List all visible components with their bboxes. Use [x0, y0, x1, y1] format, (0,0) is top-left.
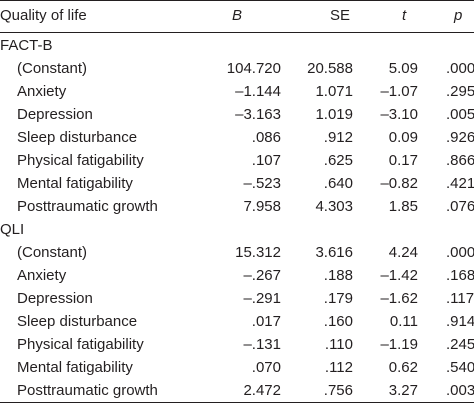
row-label: Physical fatigability — [17, 336, 144, 353]
table-top-rule — [0, 0, 474, 1]
table-row: Sleep disturbance .017 .160 0.11 .914 — [0, 311, 474, 333]
cell-se: .625 — [323, 152, 353, 169]
cell-t: 0.11 — [389, 313, 418, 330]
cell-b: 104.720 — [226, 60, 281, 77]
table-row: Sleep disturbance .086 .912 0.09 .926 — [0, 127, 474, 149]
table-row: Anxiety –1.144 1.071 –1.07 .295 — [0, 81, 474, 103]
cell-b: .017 — [251, 313, 281, 330]
row-label: Depression — [17, 290, 93, 307]
row-label: Sleep disturbance — [17, 313, 138, 330]
cell-se: 4.303 — [315, 198, 353, 215]
table-row: Posttraumatic growth 2.472 .756 3.27 .00… — [0, 380, 474, 402]
cell-b: 7.958 — [243, 198, 281, 215]
cell-b: .070 — [251, 359, 281, 376]
row-label: (Constant) — [17, 60, 88, 77]
cell-se: 20.588 — [307, 60, 353, 77]
header-rule — [0, 32, 474, 33]
cell-p: .117 — [446, 290, 474, 307]
cell-t: 0.62 — [388, 359, 418, 376]
cell-b: –3.163 — [235, 106, 281, 123]
section-title-row: QLI — [0, 219, 474, 241]
row-label: Sleep disturbance — [17, 129, 138, 146]
cell-t: –1.42 — [380, 267, 418, 284]
cell-t: 0.09 — [388, 129, 418, 146]
cell-se: 1.071 — [315, 83, 353, 100]
cell-t: 0.17 — [388, 152, 418, 169]
cell-se: .160 — [323, 313, 353, 330]
cell-p: .295 — [446, 83, 474, 100]
table-row: Depression –3.163 1.019 –3.10 .005 — [0, 104, 474, 126]
cell-t: –1.19 — [380, 336, 418, 353]
cell-p: .000 — [446, 60, 474, 77]
cell-t: 3.27 — [388, 382, 418, 399]
cell-t: 5.09 — [388, 60, 418, 77]
cell-b: –.131 — [243, 336, 281, 353]
cell-b: 15.312 — [235, 244, 281, 261]
cell-b: .086 — [251, 129, 281, 146]
cell-p: .005 — [446, 106, 474, 123]
table-row: Physical fatigability –.131 .110 –1.19 .… — [0, 334, 474, 356]
row-label: Mental fatigability — [17, 359, 133, 376]
cell-t: 4.24 — [388, 244, 418, 261]
cell-t: –0.82 — [380, 175, 418, 192]
cell-p: .866 — [446, 152, 474, 169]
cell-b: –.291 — [243, 290, 281, 307]
row-label: Posttraumatic growth — [17, 198, 158, 215]
cell-p: .245 — [446, 336, 474, 353]
section-title: FACT-B — [0, 37, 53, 54]
cell-p: .421 — [446, 175, 474, 192]
cell-t: –1.07 — [380, 83, 418, 100]
cell-p: .000 — [446, 244, 474, 261]
row-label: Anxiety — [17, 83, 67, 100]
row-label: Depression — [17, 106, 93, 123]
cell-p: .540 — [446, 359, 474, 376]
cell-t: –3.10 — [380, 106, 418, 123]
row-label: Physical fatigability — [17, 152, 144, 169]
cell-se: 3.616 — [315, 244, 353, 261]
row-label: Anxiety — [17, 267, 67, 284]
cell-b: .107 — [251, 152, 281, 169]
header-b: B — [232, 7, 243, 24]
header-label: Quality of life — [0, 7, 87, 24]
table-row: (Constant) 104.720 20.588 5.09 .000 — [0, 58, 474, 80]
cell-b: –.523 — [243, 175, 281, 192]
row-label: (Constant) — [17, 244, 88, 261]
cell-t: 1.85 — [388, 198, 418, 215]
cell-p: .076 — [446, 198, 474, 215]
table-row: Posttraumatic growth 7.958 4.303 1.85 .0… — [0, 196, 474, 218]
cell-se: .912 — [323, 129, 353, 146]
cell-b: –1.144 — [235, 83, 281, 100]
header-p: p — [454, 7, 463, 24]
table-row: Anxiety –.267 .188 –1.42 .168 — [0, 265, 474, 287]
cell-se: .179 — [323, 290, 353, 307]
cell-se: .640 — [323, 175, 353, 192]
cell-t: –1.62 — [380, 290, 418, 307]
row-label: Mental fatigability — [17, 175, 133, 192]
section-title-row: FACT-B — [0, 35, 474, 57]
cell-p: .926 — [446, 129, 474, 146]
table-row: Physical fatigability .107 .625 0.17 .86… — [0, 150, 474, 172]
cell-b: 2.472 — [243, 382, 281, 399]
table-row: Depression –.291 .179 –1.62 .117 — [0, 288, 474, 310]
cell-se: .110 — [324, 336, 353, 353]
cell-se: .188 — [323, 267, 353, 284]
header-t: t — [402, 7, 407, 24]
table-row: (Constant) 15.312 3.616 4.24 .000 — [0, 242, 474, 264]
cell-p: .914 — [446, 313, 474, 330]
cell-b: –.267 — [243, 267, 281, 284]
table-row: Mental fatigability .070 .112 0.62 .540 — [0, 357, 474, 379]
cell-p: .168 — [446, 267, 474, 284]
cell-p: .003 — [446, 382, 474, 399]
table-header: Quality of life B SE t p — [0, 5, 474, 27]
row-label: Posttraumatic growth — [17, 382, 158, 399]
cell-se: 1.019 — [315, 106, 353, 123]
cell-se: .756 — [323, 382, 353, 399]
section-title: QLI — [0, 221, 25, 238]
table-row: Mental fatigability –.523 .640 –0.82 .42… — [0, 173, 474, 195]
header-se: SE — [330, 7, 351, 24]
cell-se: .112 — [324, 359, 353, 376]
